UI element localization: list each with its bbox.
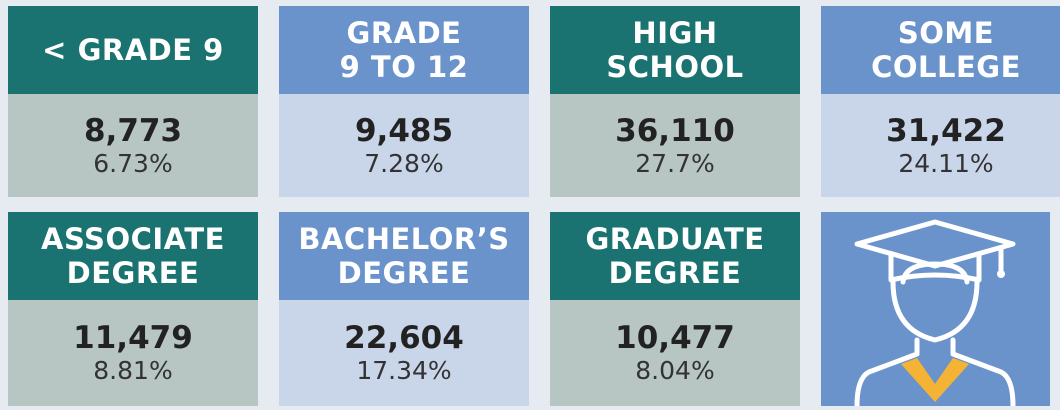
tile-body: 31,422 24.11%: [821, 94, 1060, 197]
graduate-icon: [821, 212, 1050, 409]
tile-label: DEGREE: [337, 256, 471, 290]
tile-header: HIGH SCHOOL: [550, 6, 800, 94]
tile-count: 11,479: [73, 320, 193, 356]
tile: HIGH SCHOOL 36,110 27.7%: [550, 6, 800, 197]
tile-label: HIGH: [632, 16, 718, 50]
tile: GRADUATE DEGREE 10,477 8.04%: [550, 212, 800, 406]
tile: BACHELOR’S DEGREE 22,604 17.34%: [279, 212, 529, 406]
tile-header: < GRADE 9: [8, 6, 258, 94]
tile-body: 11,479 8.81%: [8, 300, 258, 406]
tile-count: 10,477: [615, 320, 735, 356]
tile-header: ASSOCIATE DEGREE: [8, 212, 258, 300]
tile-body: 36,110 27.7%: [550, 94, 800, 197]
tile-label: ASSOCIATE: [41, 222, 225, 256]
tile: GRADE 9 TO 12 9,485 7.28%: [279, 6, 529, 197]
tile-percent: 6.73%: [93, 148, 173, 178]
tile: < GRADE 9 8,773 6.73%: [8, 6, 258, 197]
tile-percent: 8.04%: [635, 356, 715, 385]
tile-label: BACHELOR’S: [298, 222, 510, 256]
tile-percent: 17.34%: [356, 356, 452, 385]
tile-label: DEGREE: [66, 256, 200, 290]
tile-count: 31,422: [886, 112, 1006, 149]
tile-header: GRADUATE DEGREE: [550, 212, 800, 300]
tile-label: < GRADE 9: [42, 33, 224, 67]
icon-art: [854, 219, 1016, 409]
tile-label: DEGREE: [608, 256, 742, 290]
tile-body: 9,485 7.28%: [279, 94, 529, 197]
tile-count: 8,773: [83, 112, 183, 149]
tile-percent: 8.81%: [93, 356, 173, 385]
tile: SOME COLLEGE 31,422 24.11%: [821, 6, 1060, 197]
tile-percent: 24.11%: [898, 148, 994, 178]
tile-label: SOME: [897, 16, 995, 50]
tile-header: SOME COLLEGE: [821, 6, 1060, 94]
tile-percent: 27.7%: [635, 148, 715, 178]
tile-count: 9,485: [354, 112, 454, 149]
tile-header: BACHELOR’S DEGREE: [279, 212, 529, 300]
tile-body: 10,477 8.04%: [550, 300, 800, 406]
tile-count: 22,604: [344, 320, 464, 356]
tile-percent: 7.28%: [364, 148, 444, 178]
tile-count: 36,110: [615, 112, 735, 149]
tile-body: 8,773 6.73%: [8, 94, 258, 197]
tile-label: 9 TO 12: [339, 50, 469, 84]
tile-label: COLLEGE: [871, 50, 1021, 84]
tile-label: SCHOOL: [606, 50, 744, 84]
tile-header: GRADE 9 TO 12: [279, 6, 529, 94]
tile-label: GRADUATE: [585, 222, 765, 256]
tile-body: 22,604 17.34%: [279, 300, 529, 406]
tile-label: GRADE: [346, 16, 462, 50]
tile: ASSOCIATE DEGREE 11,479 8.81%: [8, 212, 258, 406]
